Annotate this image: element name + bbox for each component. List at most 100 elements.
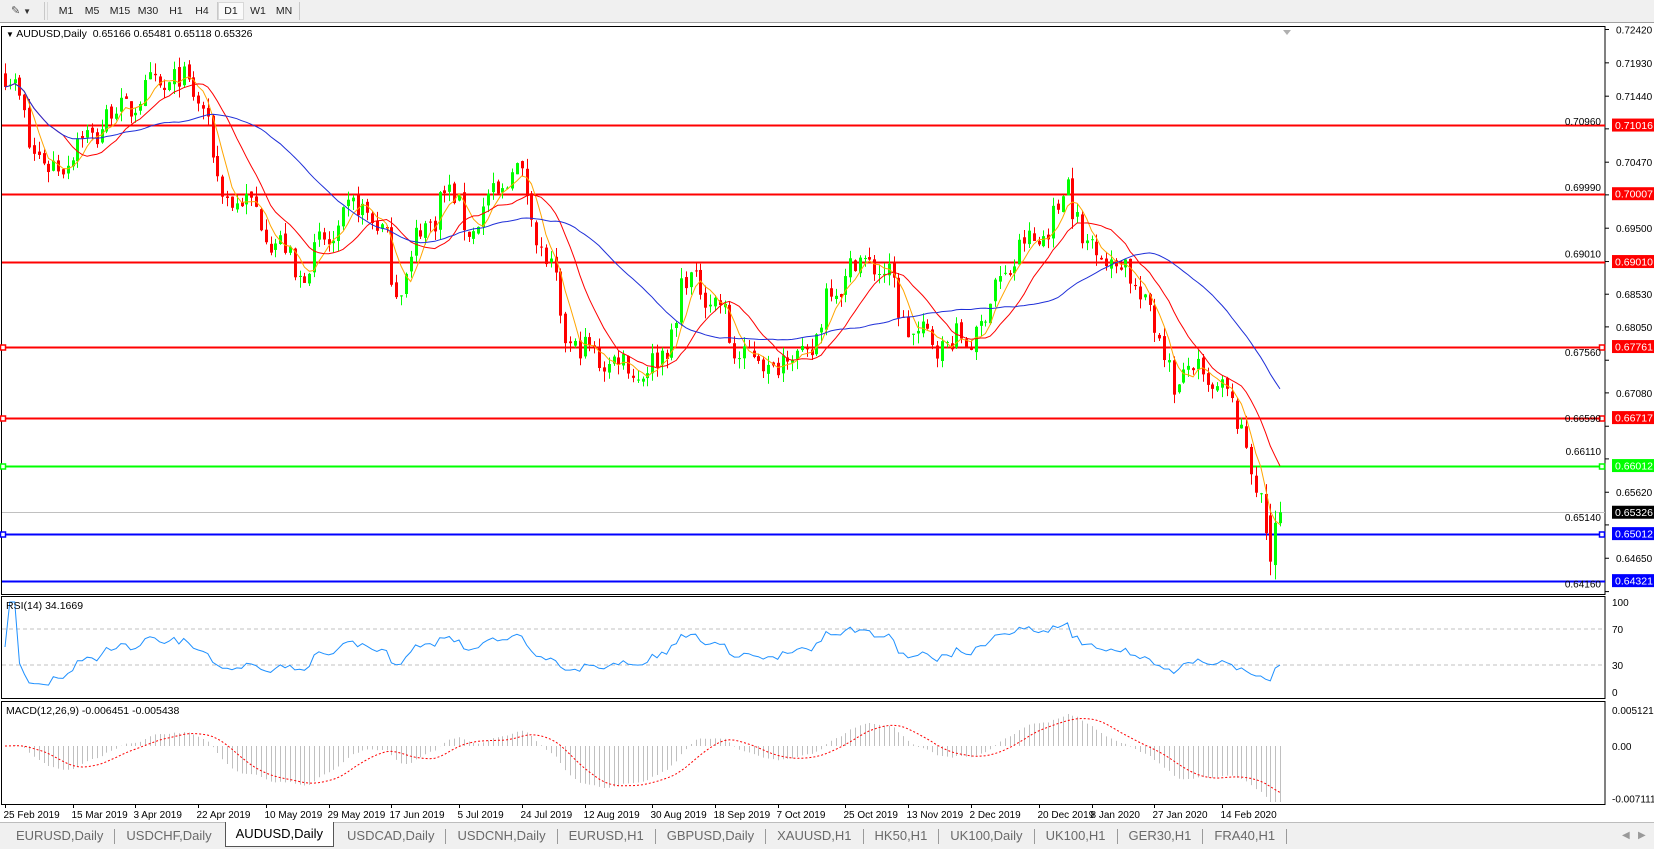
candle-body <box>492 183 495 193</box>
line-handle-icon[interactable] <box>1598 344 1606 351</box>
timeframe-m1-button[interactable]: M1 <box>58 5 74 17</box>
candle-body <box>999 276 1002 282</box>
scroll-right-icon[interactable]: ▶ <box>1638 830 1646 841</box>
tab-usdcnh-daily[interactable]: USDCNH,Daily <box>457 828 546 843</box>
candle <box>1009 270 1012 277</box>
tab-ger30-h1[interactable]: GER30,H1 <box>1128 828 1192 843</box>
timeframe-toolbar: ✎ ▼ M1 M5 M15 M30 H1 H4 D1 W1 MN <box>0 0 1654 23</box>
candle <box>14 73 17 91</box>
line-handle-icon[interactable] <box>0 344 7 351</box>
line-handle-icon[interactable] <box>0 463 7 470</box>
candle <box>472 227 475 245</box>
timeframe-m30-button[interactable]: M30 <box>137 5 159 17</box>
line-handle-icon[interactable] <box>0 531 7 538</box>
candle-body <box>1192 368 1195 371</box>
main-price-pane[interactable] <box>1 26 1606 595</box>
chart-area[interactable]: 0.72420 0.71930 0.71440 0.70960 0.70470 0.699… <box>0 22 1654 822</box>
candle-body <box>274 243 277 250</box>
candle-body <box>443 190 446 194</box>
timeframe-h4-button[interactable]: H4 <box>195 5 209 17</box>
candle-body <box>840 294 843 297</box>
candle-body <box>970 347 973 350</box>
macd-pane[interactable] <box>1 701 1606 805</box>
candle <box>492 172 495 200</box>
candle-body <box>941 341 944 362</box>
tab-uk100-daily[interactable]: UK100,Daily <box>950 828 1023 843</box>
line-handle-icon[interactable] <box>1598 463 1606 470</box>
candle <box>685 271 688 295</box>
candle <box>980 314 983 337</box>
tab-audusd-daily[interactable]: AUDUSD,Daily <box>224 822 335 847</box>
timeframe-mn-button[interactable]: MN <box>275 5 293 17</box>
candle <box>1086 234 1089 251</box>
candle-body <box>308 273 311 284</box>
timeframe-w1-button[interactable]: W1 <box>250 5 266 17</box>
candle-body <box>81 136 84 139</box>
line-handle-icon[interactable] <box>1598 415 1606 422</box>
tab-usdchf-daily[interactable]: USDCHF,Daily <box>126 828 212 843</box>
tab-separator <box>862 829 864 844</box>
candle <box>588 332 591 352</box>
candle <box>332 231 335 253</box>
candle-body <box>1081 214 1084 244</box>
candle-body <box>1163 336 1166 361</box>
candle <box>134 107 137 123</box>
candle-body <box>1023 237 1026 244</box>
tab-hk50-h1[interactable]: HK50,H1 <box>874 828 928 843</box>
candle-body <box>1033 233 1036 241</box>
tab-uk100-h1[interactable]: UK100,H1 <box>1045 828 1106 843</box>
collapse-triangle-icon[interactable]: ▼ <box>6 30 14 39</box>
candle <box>1168 353 1171 372</box>
candle <box>28 99 31 149</box>
candle-body <box>1120 267 1123 270</box>
tab-fra40-h1[interactable]: FRA40,H1 <box>1214 828 1276 843</box>
candle <box>1004 265 1007 276</box>
candle-body <box>241 202 244 207</box>
time-tick-label: 30 Aug 2019 <box>651 810 708 821</box>
time-tick-label: 2 Dec 2019 <box>970 810 1022 821</box>
candle <box>366 198 369 221</box>
timeframe-h1-button[interactable]: H1 <box>169 5 183 17</box>
candle <box>1226 376 1229 397</box>
timeframe-m5-button[interactable]: M5 <box>84 5 100 17</box>
chevron-down-icon: ▼ <box>23 7 32 16</box>
line-handle-icon[interactable] <box>0 415 7 422</box>
candle <box>1250 443 1253 485</box>
candle <box>540 237 543 257</box>
candle-body <box>67 165 70 174</box>
timeframe-m15-button[interactable]: M15 <box>109 5 131 17</box>
candle <box>110 104 113 126</box>
scroll-left-icon[interactable]: ◀ <box>1622 830 1630 841</box>
candle <box>637 370 640 384</box>
price-tick-label: 0.66110 <box>1566 447 1602 458</box>
candle <box>878 264 881 284</box>
candle-body <box>757 356 760 361</box>
price-tick-label: 0.71930 <box>1616 59 1653 70</box>
tab-usdcad-daily[interactable]: USDCAD,Daily <box>347 828 435 843</box>
candle-body <box>323 232 326 240</box>
timeframe-d1-button[interactable]: D1 <box>218 2 244 20</box>
line-handle-icon[interactable] <box>1598 531 1606 538</box>
chart-shift-marker-icon[interactable] <box>1283 30 1291 35</box>
candle-body <box>221 176 224 197</box>
tab-eurusd-h1[interactable]: EURUSD,H1 <box>568 828 644 843</box>
candle <box>782 347 785 382</box>
candle-body <box>1009 273 1012 275</box>
candle-body <box>400 295 403 297</box>
toolbar-grip[interactable] <box>47 2 48 20</box>
candle-body <box>559 271 562 316</box>
candle <box>1110 250 1113 279</box>
candle-body <box>434 220 437 232</box>
tab-gbpusd-daily[interactable]: GBPUSD,Daily <box>666 828 755 843</box>
candle <box>656 344 659 377</box>
candle-body <box>868 257 871 260</box>
candle <box>115 107 118 121</box>
tab-xauusd-h1[interactable]: XAUUSD,H1 <box>777 828 852 843</box>
candle-body <box>284 233 287 253</box>
candle <box>347 191 350 217</box>
tab-eurusd-daily[interactable]: EURUSD,Daily <box>16 828 104 843</box>
candle-body <box>893 263 896 278</box>
line-price-tag-bg <box>1612 527 1654 541</box>
chart-tools-dropdown[interactable]: ✎ ▼ <box>4 3 38 19</box>
candle-body <box>613 356 616 364</box>
